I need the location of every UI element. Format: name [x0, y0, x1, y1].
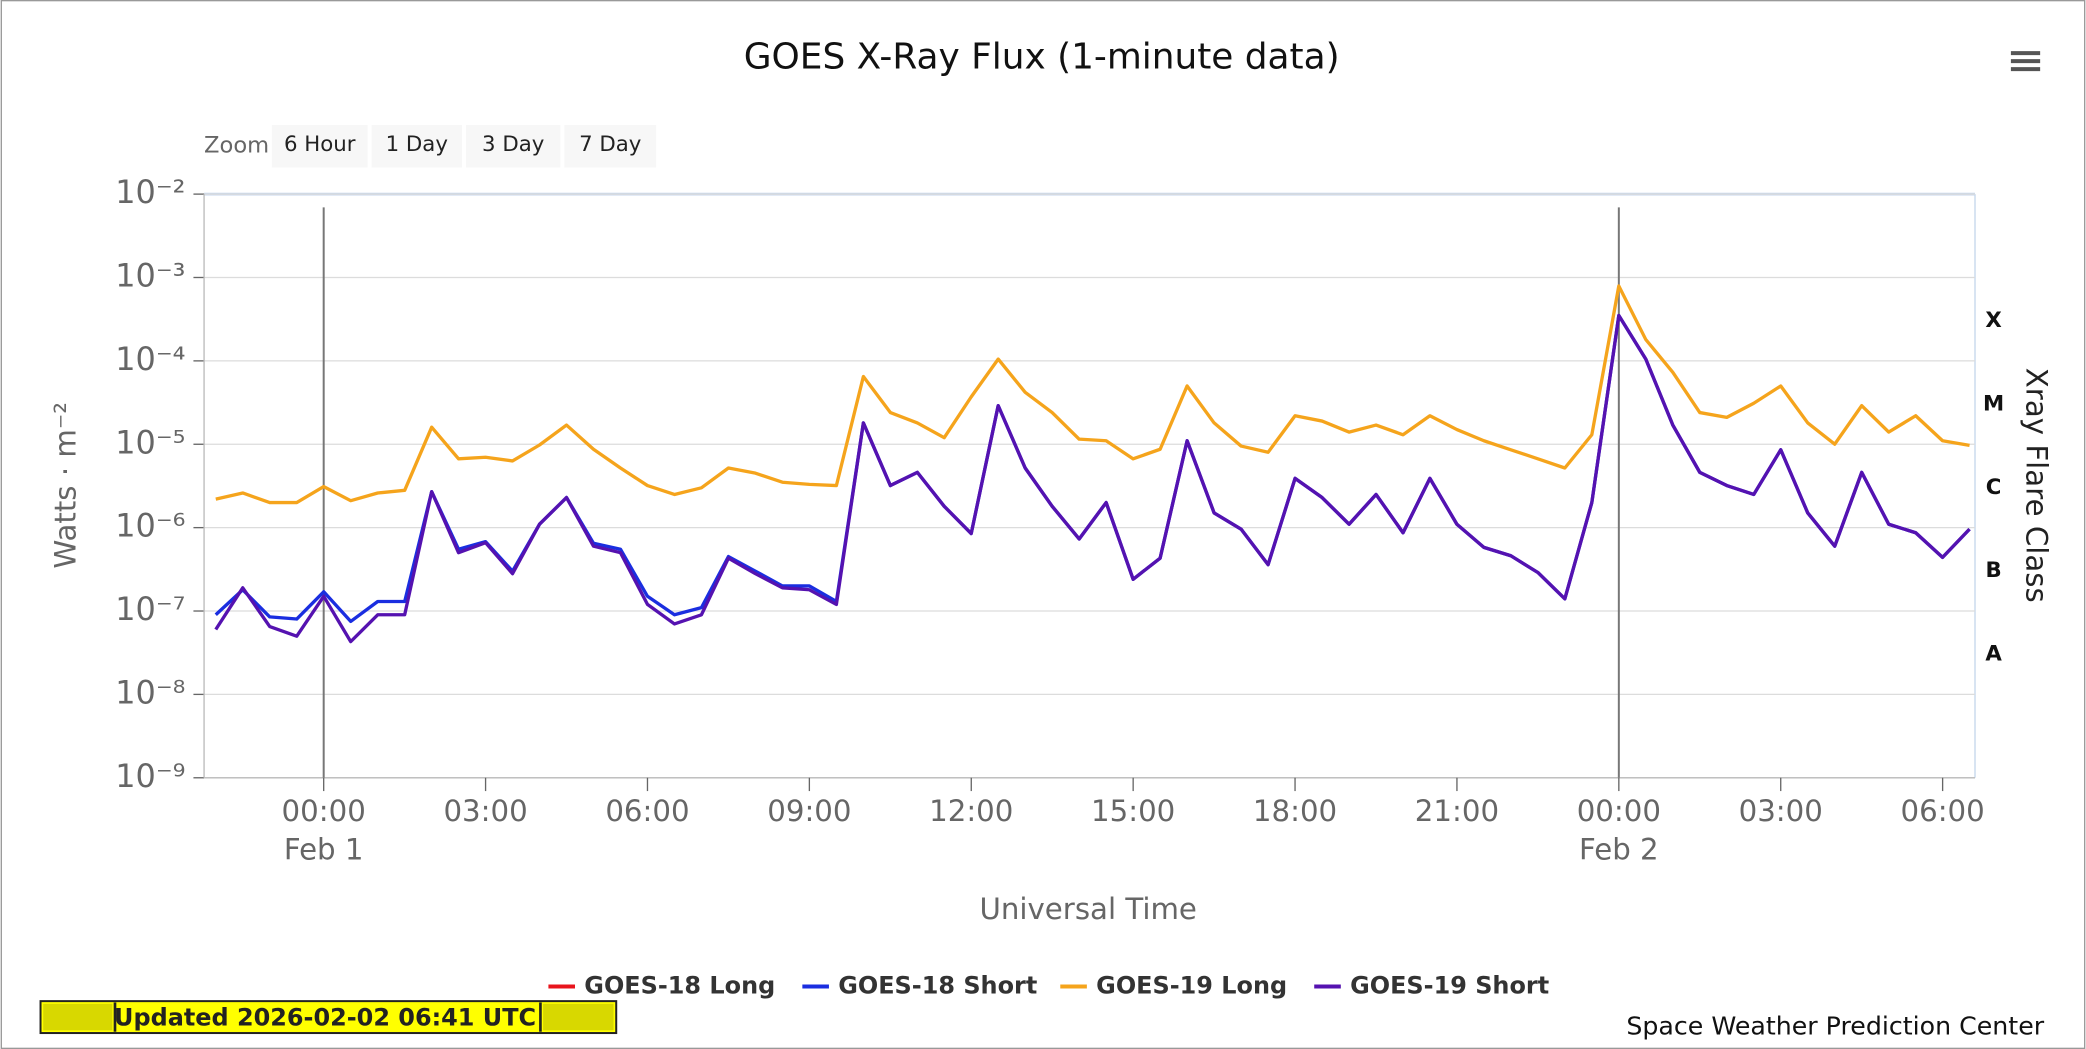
y2-tick-label: X — [1985, 308, 2001, 333]
updated-banner — [39, 1000, 618, 1035]
x-tick-label: 06:00 — [605, 794, 689, 828]
y-tick-label: 10⁻³ — [115, 256, 185, 294]
y2-tick-label: B — [1986, 558, 2002, 583]
y-tick-label: 10⁻⁶ — [115, 507, 185, 545]
x-tick-label: 15:00 — [1091, 794, 1175, 828]
zoom-label: Zoom — [204, 133, 269, 159]
series-line — [215, 284, 1970, 505]
legend-label[interactable]: GOES-19 Short — [1350, 972, 1549, 1000]
x-tick-label: 12:00 — [929, 794, 1013, 828]
credit: Space Weather Prediction Center — [1626, 1012, 2044, 1041]
x-axis-title: Universal Time — [979, 892, 1196, 926]
x-tick-label: 09:00 — [767, 794, 851, 828]
x-date-label: Feb 2 — [1579, 832, 1659, 866]
zoom-button-label[interactable]: 3 Day — [482, 132, 544, 157]
menu-button[interactable] — [2002, 39, 2049, 83]
updated-text: Updated 2026-02-02 06:41 UTC — [114, 1003, 536, 1031]
legend-label[interactable]: GOES-18 Short — [838, 972, 1037, 1000]
chart-title: GOES X-Ray Flux (1-minute data) — [744, 36, 1340, 77]
zoom-button[interactable] — [465, 124, 561, 168]
y2-axis-title: Xray Flare Class — [2019, 368, 2053, 603]
y-tick-label: 10⁻⁷ — [115, 590, 185, 628]
legend-label[interactable]: GOES-18 Long — [584, 972, 775, 1000]
y-tick-label: 10⁻⁵ — [115, 423, 185, 461]
x-tick-label: 06:00 — [1900, 794, 1984, 828]
zoom-button[interactable] — [271, 124, 368, 168]
y2-tick-label: A — [1985, 642, 2002, 667]
y-axis-title: Watts · m⁻² — [49, 402, 83, 569]
zoom-button[interactable] — [564, 124, 657, 168]
zoom-button-label[interactable]: 6 Hour — [284, 132, 356, 157]
x-tick-label: 18:00 — [1253, 794, 1337, 828]
y-tick-label: 10⁻⁹ — [115, 757, 185, 795]
y2-tick-label: M — [1983, 391, 2004, 416]
y-tick-label: 10⁻⁴ — [115, 340, 185, 378]
x-tick-label: 21:00 — [1415, 794, 1499, 828]
zoom-button-label[interactable]: 7 Day — [579, 132, 641, 157]
zoom-button[interactable] — [371, 124, 462, 168]
zoom-button-label[interactable]: 1 Day — [386, 132, 448, 157]
legend-label[interactable]: GOES-19 Long — [1096, 972, 1287, 1000]
x-tick-label: 00:00 — [1577, 794, 1661, 828]
x-date-label: Feb 1 — [284, 832, 364, 866]
x-tick-label: 03:00 — [1739, 794, 1823, 828]
x-tick-label: 03:00 — [443, 794, 527, 828]
y2-tick-label: C — [1986, 475, 2002, 500]
series-line — [214, 313, 1971, 644]
y-tick-label: 10⁻⁸ — [115, 673, 185, 711]
y-tick-label: 10⁻² — [115, 173, 185, 211]
x-tick-label: 00:00 — [282, 794, 366, 828]
